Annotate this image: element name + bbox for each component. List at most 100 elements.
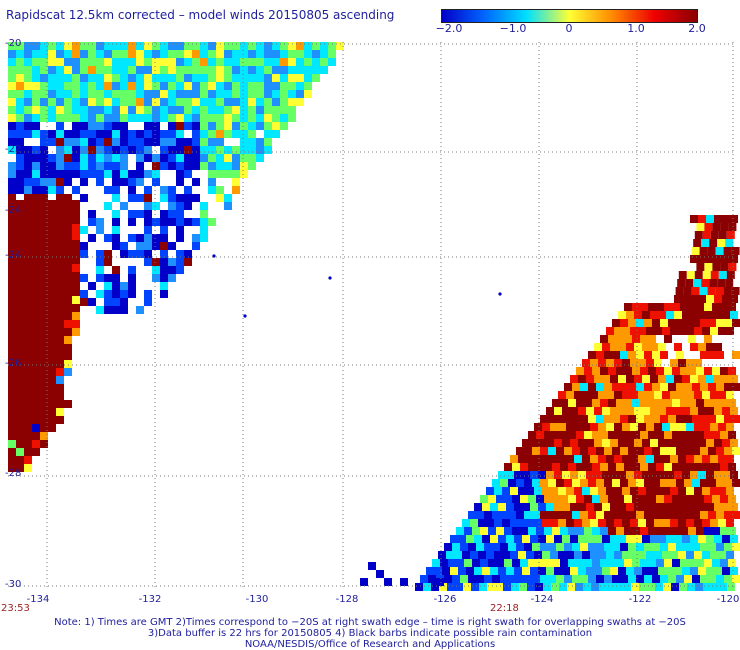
wind-cell	[48, 352, 56, 360]
wind-cell	[224, 50, 232, 58]
wind-cell	[656, 463, 664, 471]
wind-cell	[112, 42, 120, 50]
wind-cell	[144, 74, 152, 82]
wind-cell	[580, 479, 588, 487]
wind-cell	[624, 303, 632, 311]
wind-cell	[698, 311, 706, 319]
wind-cell	[538, 503, 546, 511]
wind-cell	[692, 415, 700, 423]
wind-cell	[96, 74, 104, 82]
wind-cell	[674, 439, 682, 447]
wind-cell	[24, 130, 32, 138]
wind-cell	[112, 58, 120, 66]
wind-cell	[160, 114, 168, 122]
wind-cell	[184, 258, 192, 266]
wind-cell	[714, 311, 722, 319]
wind-cell	[296, 82, 304, 90]
wind-cell	[576, 399, 584, 407]
wind-cell	[88, 122, 96, 130]
wind-cell	[128, 114, 136, 122]
wind-cell	[718, 327, 726, 335]
wind-cell	[208, 66, 216, 74]
wind-cell	[640, 399, 648, 407]
wind-cell	[554, 503, 562, 511]
wind-cell	[578, 407, 586, 415]
wind-cell	[566, 391, 574, 399]
wind-cell	[564, 447, 572, 455]
wind-cell	[512, 463, 520, 471]
wind-cell	[192, 194, 200, 202]
wind-cell	[632, 431, 640, 439]
wind-cell	[88, 146, 96, 154]
wind-cell	[32, 50, 40, 58]
wind-cell	[312, 74, 320, 82]
wind-cell	[16, 58, 24, 66]
wind-cell	[642, 535, 650, 543]
wind-cell	[48, 320, 56, 328]
wind-cell	[8, 240, 16, 248]
wind-cell	[320, 66, 328, 74]
wind-cell	[640, 527, 648, 535]
wind-cell	[704, 367, 712, 375]
wind-cell	[642, 375, 650, 383]
wind-cell	[548, 543, 556, 551]
wind-cell	[8, 448, 16, 456]
wind-cell	[654, 455, 662, 463]
wind-cell	[672, 399, 680, 407]
wind-cell	[672, 367, 680, 375]
wind-cell	[706, 535, 714, 543]
wind-cell	[232, 186, 240, 194]
wind-cell	[696, 223, 705, 231]
wind-cell	[312, 58, 320, 66]
wind-cell	[184, 74, 192, 82]
wind-cell	[650, 343, 658, 351]
wind-cell	[8, 352, 16, 360]
wind-cell	[216, 98, 224, 106]
wind-cell	[472, 559, 480, 567]
wind-cell	[680, 495, 688, 503]
wind-cell	[72, 296, 80, 304]
wind-cell	[24, 344, 32, 352]
wind-cell	[32, 122, 40, 130]
wind-cell	[494, 519, 502, 527]
wind-cell	[720, 223, 729, 231]
wind-cell	[32, 304, 40, 312]
wind-cell	[144, 202, 152, 210]
wind-cell	[725, 239, 734, 247]
wind-cell	[64, 42, 72, 50]
wind-cell	[56, 98, 64, 106]
wind-cell	[618, 439, 626, 447]
wind-cell	[634, 311, 642, 319]
wind-cell	[32, 272, 40, 280]
wind-cell	[80, 290, 88, 298]
wind-cell	[112, 266, 120, 274]
wind-cell	[700, 479, 708, 487]
wind-cell	[686, 391, 694, 399]
wind-cell	[564, 575, 572, 583]
wind-cell	[702, 271, 711, 279]
wind-cell	[48, 400, 56, 408]
wind-cell	[680, 431, 688, 439]
wind-cell	[490, 503, 498, 511]
wind-cell	[168, 266, 176, 274]
wind-cell	[502, 519, 510, 527]
wind-cell	[666, 439, 674, 447]
wind-cell	[160, 50, 168, 58]
lat-label: -20	[5, 38, 22, 49]
wind-cell	[594, 503, 602, 511]
wind-cell	[80, 90, 88, 98]
wind-cell	[487, 583, 495, 591]
wind-cell	[730, 375, 738, 383]
wind-cell	[438, 551, 446, 559]
wind-cell	[24, 90, 32, 98]
lon-label: -122	[628, 594, 652, 605]
wind-cell	[64, 352, 72, 360]
wind-cell	[730, 311, 738, 319]
wind-cell	[554, 407, 562, 415]
wind-cell	[232, 146, 240, 154]
wind-cell	[682, 311, 690, 319]
wind-cell	[264, 114, 272, 122]
wind-cell	[16, 162, 24, 170]
wind-cell	[648, 559, 656, 567]
wind-cell	[494, 551, 502, 559]
